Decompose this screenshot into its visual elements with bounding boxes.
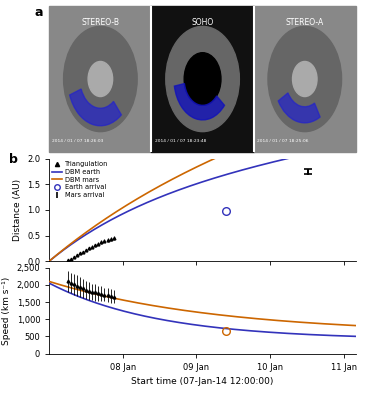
Wedge shape: [174, 84, 224, 120]
Text: 2014 / 01 / 07 18:23:48: 2014 / 01 / 07 18:23:48: [154, 139, 206, 143]
Text: 2014 / 01 / 07 18:25:06: 2014 / 01 / 07 18:25:06: [257, 139, 308, 143]
Text: STEREO-B: STEREO-B: [81, 18, 119, 26]
Circle shape: [292, 62, 317, 96]
Y-axis label: Speed (km s⁻¹): Speed (km s⁻¹): [2, 276, 11, 345]
Text: STEREO-A: STEREO-A: [286, 18, 324, 26]
Bar: [254, 6, 356, 152]
Wedge shape: [278, 93, 320, 123]
Legend: Triangulation, DBM earth, DBM mars, Earth arrival, Mars arrival: Triangulation, DBM earth, DBM mars, Eart…: [51, 161, 109, 199]
Circle shape: [268, 26, 342, 132]
Circle shape: [184, 53, 221, 105]
Text: b: b: [9, 152, 18, 166]
Circle shape: [166, 26, 239, 132]
X-axis label: Start time (07-Jan-14 12:00:00): Start time (07-Jan-14 12:00:00): [131, 377, 274, 386]
Text: a: a: [35, 6, 43, 19]
Text: SOHO: SOHO: [192, 18, 214, 26]
Circle shape: [88, 62, 113, 96]
Wedge shape: [70, 89, 122, 126]
Text: 2014 / 01 / 07 18:26:03: 2014 / 01 / 07 18:26:03: [52, 139, 104, 143]
Y-axis label: Distance (AU): Distance (AU): [12, 179, 22, 241]
Bar: [151, 6, 254, 152]
Circle shape: [64, 26, 137, 132]
Bar: [49, 6, 151, 152]
